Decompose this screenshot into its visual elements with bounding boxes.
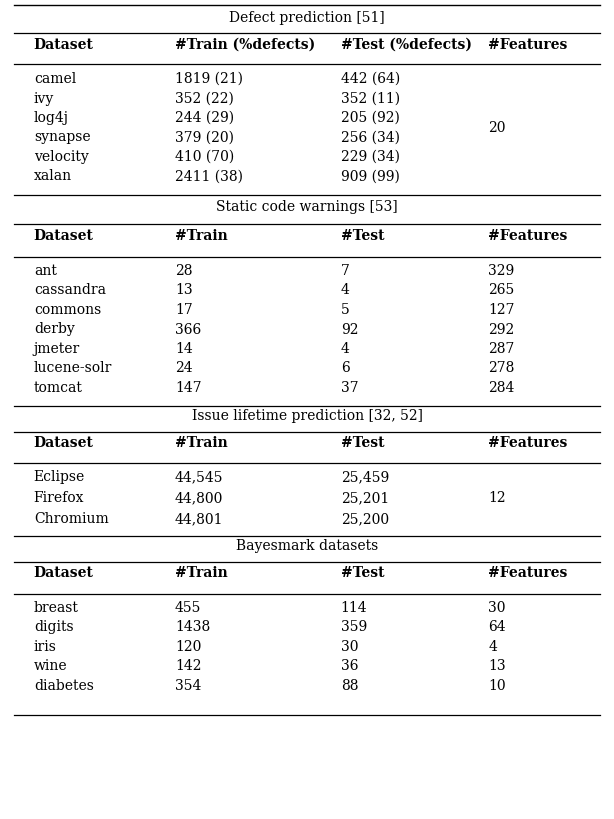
Text: #Test: #Test bbox=[341, 565, 384, 579]
Text: #Test: #Test bbox=[341, 229, 384, 242]
Text: Chromium: Chromium bbox=[34, 511, 109, 525]
Text: Dataset: Dataset bbox=[34, 565, 94, 579]
Text: 379 (20): 379 (20) bbox=[175, 130, 234, 144]
Text: 352 (11): 352 (11) bbox=[341, 92, 400, 106]
Text: Defect prediction [51]: Defect prediction [51] bbox=[229, 11, 385, 25]
Text: 4: 4 bbox=[341, 283, 349, 297]
Text: 7: 7 bbox=[341, 264, 349, 278]
Text: ivy: ivy bbox=[34, 92, 54, 106]
Text: 278: 278 bbox=[488, 361, 515, 375]
Text: 25,459: 25,459 bbox=[341, 469, 389, 483]
Text: 92: 92 bbox=[341, 322, 359, 336]
Text: #Features: #Features bbox=[488, 436, 567, 450]
Text: Dataset: Dataset bbox=[34, 229, 94, 242]
Text: #Train: #Train bbox=[175, 436, 228, 450]
Text: Firefox: Firefox bbox=[34, 491, 84, 505]
Text: 909 (99): 909 (99) bbox=[341, 170, 400, 183]
Text: 1438: 1438 bbox=[175, 620, 210, 634]
Text: #Train (%defects): #Train (%defects) bbox=[175, 38, 315, 52]
Text: 30: 30 bbox=[341, 639, 359, 654]
Text: 284: 284 bbox=[488, 381, 515, 395]
Text: 12: 12 bbox=[488, 491, 506, 505]
Text: 88: 88 bbox=[341, 678, 359, 692]
Text: 10: 10 bbox=[488, 678, 506, 692]
Text: Dataset: Dataset bbox=[34, 38, 94, 52]
Text: wine: wine bbox=[34, 658, 68, 672]
Text: 44,545: 44,545 bbox=[175, 469, 223, 483]
Text: 455: 455 bbox=[175, 600, 201, 614]
Text: Eclipse: Eclipse bbox=[34, 469, 85, 483]
Text: xalan: xalan bbox=[34, 170, 72, 183]
Text: ant: ant bbox=[34, 264, 56, 278]
Text: Dataset: Dataset bbox=[34, 436, 94, 450]
Text: 410 (70): 410 (70) bbox=[175, 150, 234, 164]
Text: 13: 13 bbox=[488, 658, 506, 672]
Text: #Train: #Train bbox=[175, 565, 228, 579]
Text: 359: 359 bbox=[341, 620, 367, 634]
Text: 20: 20 bbox=[488, 120, 506, 134]
Text: 6: 6 bbox=[341, 361, 349, 375]
Text: 352 (22): 352 (22) bbox=[175, 92, 234, 106]
Text: diabetes: diabetes bbox=[34, 678, 94, 692]
Text: 64: 64 bbox=[488, 620, 506, 634]
Text: camel: camel bbox=[34, 72, 76, 86]
Text: Bayesmark datasets: Bayesmark datasets bbox=[236, 538, 378, 552]
Text: 244 (29): 244 (29) bbox=[175, 111, 234, 124]
Text: 2411 (38): 2411 (38) bbox=[175, 170, 243, 183]
Text: 442 (64): 442 (64) bbox=[341, 72, 400, 86]
Text: #Test (%defects): #Test (%defects) bbox=[341, 38, 472, 52]
Text: 37: 37 bbox=[341, 381, 359, 395]
Text: velocity: velocity bbox=[34, 150, 88, 164]
Text: 44,801: 44,801 bbox=[175, 511, 223, 525]
Text: derby: derby bbox=[34, 322, 74, 336]
Text: 292: 292 bbox=[488, 322, 515, 336]
Text: #Features: #Features bbox=[488, 565, 567, 579]
Text: 30: 30 bbox=[488, 600, 506, 614]
Text: 354: 354 bbox=[175, 678, 201, 692]
Text: 329: 329 bbox=[488, 264, 515, 278]
Text: jmeter: jmeter bbox=[34, 342, 80, 355]
Text: 205 (92): 205 (92) bbox=[341, 111, 400, 124]
Text: 229 (34): 229 (34) bbox=[341, 150, 400, 164]
Text: 142: 142 bbox=[175, 658, 201, 672]
Text: cassandra: cassandra bbox=[34, 283, 106, 297]
Text: 17: 17 bbox=[175, 303, 193, 317]
Text: 1819 (21): 1819 (21) bbox=[175, 72, 243, 86]
Text: log4j: log4j bbox=[34, 111, 69, 124]
Text: 44,800: 44,800 bbox=[175, 491, 223, 505]
Text: 366: 366 bbox=[175, 322, 201, 336]
Text: lucene-solr: lucene-solr bbox=[34, 361, 112, 375]
Text: #Test: #Test bbox=[341, 436, 384, 450]
Text: #Features: #Features bbox=[488, 229, 567, 242]
Text: 127: 127 bbox=[488, 303, 515, 317]
Text: #Train: #Train bbox=[175, 229, 228, 242]
Text: breast: breast bbox=[34, 600, 79, 614]
Text: 24: 24 bbox=[175, 361, 193, 375]
Text: iris: iris bbox=[34, 639, 56, 654]
Text: 4: 4 bbox=[341, 342, 349, 355]
Text: 114: 114 bbox=[341, 600, 367, 614]
Text: 265: 265 bbox=[488, 283, 515, 297]
Text: 25,200: 25,200 bbox=[341, 511, 389, 525]
Text: 5: 5 bbox=[341, 303, 349, 317]
Text: 13: 13 bbox=[175, 283, 193, 297]
Text: 25,201: 25,201 bbox=[341, 491, 389, 505]
Text: 287: 287 bbox=[488, 342, 515, 355]
Text: 120: 120 bbox=[175, 639, 201, 654]
Text: 14: 14 bbox=[175, 342, 193, 355]
Text: 256 (34): 256 (34) bbox=[341, 130, 400, 144]
Text: 28: 28 bbox=[175, 264, 193, 278]
Text: digits: digits bbox=[34, 620, 74, 634]
Text: tomcat: tomcat bbox=[34, 381, 83, 395]
Text: Issue lifetime prediction [32, 52]: Issue lifetime prediction [32, 52] bbox=[192, 409, 422, 423]
Text: 4: 4 bbox=[488, 639, 497, 654]
Text: 147: 147 bbox=[175, 381, 201, 395]
Text: commons: commons bbox=[34, 303, 101, 317]
Text: Static code warnings [53]: Static code warnings [53] bbox=[216, 200, 398, 214]
Text: 36: 36 bbox=[341, 658, 359, 672]
Text: synapse: synapse bbox=[34, 130, 90, 144]
Text: #Features: #Features bbox=[488, 38, 567, 52]
